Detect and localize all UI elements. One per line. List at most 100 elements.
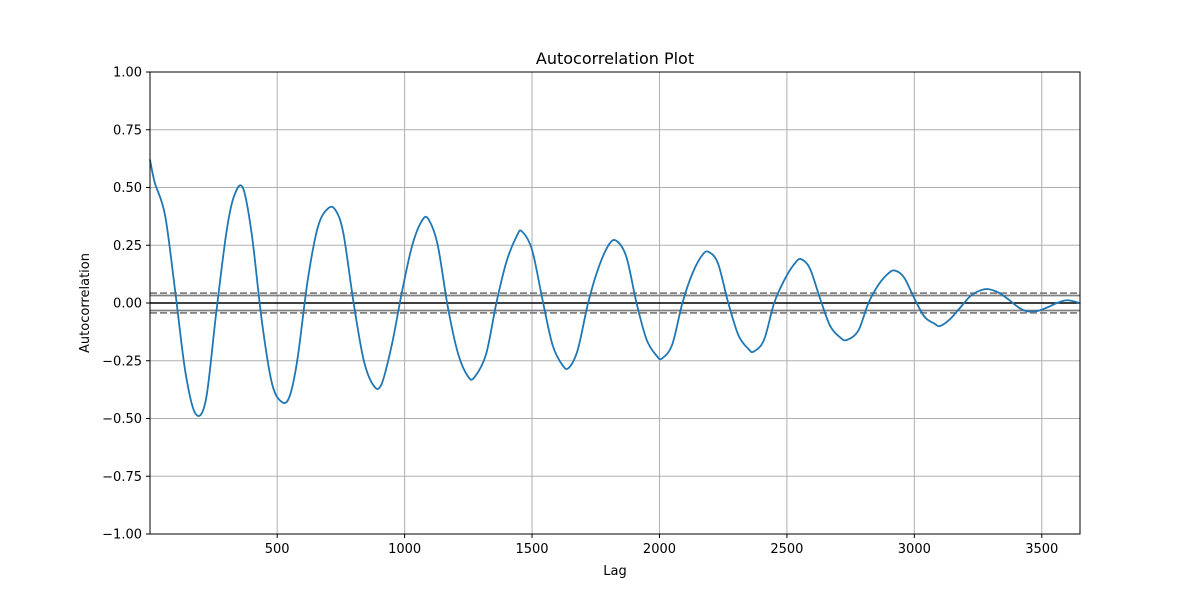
autocorrelation-data-point [681,302,684,304]
y-tick-label: 1.00 [113,66,142,81]
ticks-layer: 500 1000 1500 2000 2500 3000 3500 −1.00 −0.75 −0.… [102,66,1058,558]
autocorrelation-data-point [809,267,811,270]
autocorrelation-data-point [949,318,951,320]
autocorrelation-data-point [717,262,719,265]
autocorrelation-data-point [174,290,177,293]
autocorrelation-data-point [411,244,414,247]
autocorrelation-data-point [793,262,796,265]
autocorrelation-data-point [495,302,498,304]
autocorrelation-data-point [271,383,273,385]
autocorrelation-data-point [541,297,544,300]
autocorrelation-data-point [959,306,962,309]
autocorrelation-data-point [577,348,579,351]
autocorrelation-data-point [1018,306,1020,309]
y-tick-label: −0.75 [102,470,142,485]
autocorrelation-data-point [457,353,459,355]
autocorrelation-data-point [241,186,244,189]
autocorrelation-data-point [783,279,786,281]
autocorrelation-data-point [261,320,263,323]
autocorrelation-data-point [752,350,755,353]
autocorrelation-data-point [428,219,430,221]
autocorrelation-data-point [233,195,235,198]
autocorrelation-data-point [877,283,880,286]
autocorrelation-data-point [306,279,309,281]
autocorrelation-data-point [691,272,694,274]
autocorrelation-data-point [645,339,648,341]
autocorrelation-data-point [421,219,424,221]
y-tick-label: 0.75 [113,123,142,138]
autocorrelation-data-point [903,276,905,279]
autocorrelation-data-point [436,244,439,247]
autocorrelation-data-point [363,359,365,362]
autocorrelation-data-point [1066,299,1069,302]
y-tick-label: 0.25 [113,239,142,254]
autocorrelation-data-point [281,401,284,404]
y-tick-label: −0.50 [102,412,142,427]
reference-lines [150,292,1080,314]
autocorrelation-data-point [727,302,730,304]
autocorrelation-data-point [194,413,197,415]
autocorrelation-data-point [615,239,617,242]
autocorrelation-data-point [1046,306,1048,309]
autocorrelation-data-point [671,343,674,346]
autocorrelation-data-point [296,357,299,360]
autocorrelation-data-point [327,207,329,210]
autocorrelation-data-point [568,366,570,369]
autocorrelation-data-point [515,235,518,237]
autocorrelation-data-point [317,225,319,228]
x-tick-label: 500 [265,542,290,557]
autocorrelation-data-point [867,302,870,304]
autocorrelation-data-point [763,339,765,341]
autocorrelation-data-point [205,399,207,401]
autocorrelation-data-point [531,249,533,251]
autocorrelation-data-point [800,258,802,260]
autocorrelation-data-point [888,272,890,274]
autocorrelation-data-point [561,364,564,367]
autocorrelation-data-point [485,353,487,355]
autocorrelation-data-point [597,267,600,270]
x-tick-label: 1000 [388,542,421,557]
autocorrelation-data-point [373,385,375,387]
x-axis-label: Lag [603,564,626,579]
x-tick-label: 2500 [770,542,803,557]
autocorrelation-data-point [987,288,990,290]
autocorrelation-data-point [894,269,897,272]
autocorrelation-data-point [380,383,383,385]
autocorrelation-data-point [661,357,663,360]
autocorrelation-data-point [391,343,393,346]
x-tick-label: 3500 [1025,542,1058,557]
autocorrelation-data-point [656,355,658,357]
autocorrelation-data-point [708,251,710,253]
autocorrelation-data-point [625,255,628,258]
autocorrelation-data-point [737,334,740,337]
autocorrelation-data-point [979,289,982,292]
autocorrelation-data-point [1035,310,1038,312]
autocorrelation-data-point [923,316,926,318]
autocorrelation-data-point [997,291,1000,294]
autocorrelation-data-point [352,302,355,304]
autocorrelation-data-point [401,290,403,293]
autocorrelation-data-point [154,182,156,184]
autocorrelation-data-point [289,394,291,397]
autocorrelation-data-point [342,232,345,235]
autocorrelation-data-point [913,297,916,300]
autocorrelation-data-point [939,325,941,327]
autocorrelation-data-point [215,313,217,316]
autocorrelation-data-point [635,302,638,304]
y-tick-label: −1.00 [102,528,142,543]
autocorrelation-data-point [839,336,842,339]
autocorrelation-data-point [467,376,470,378]
autocorrelation-data-point [1056,302,1058,304]
autocorrelation-data-point [933,322,936,325]
autocorrelation-data-point [857,329,860,332]
x-tick-label: 2000 [643,542,676,557]
autocorrelation-data-point [969,295,972,297]
autocorrelation-data-point [473,376,476,378]
autocorrelation-data-point [607,244,610,247]
autocorrelation-data-point [225,232,227,235]
autocorrelation-data-point [551,343,554,346]
autocorrelation-data-point [505,260,508,263]
autocorrelation-data-point [447,306,449,309]
y-tick-label: 0.00 [113,297,142,312]
